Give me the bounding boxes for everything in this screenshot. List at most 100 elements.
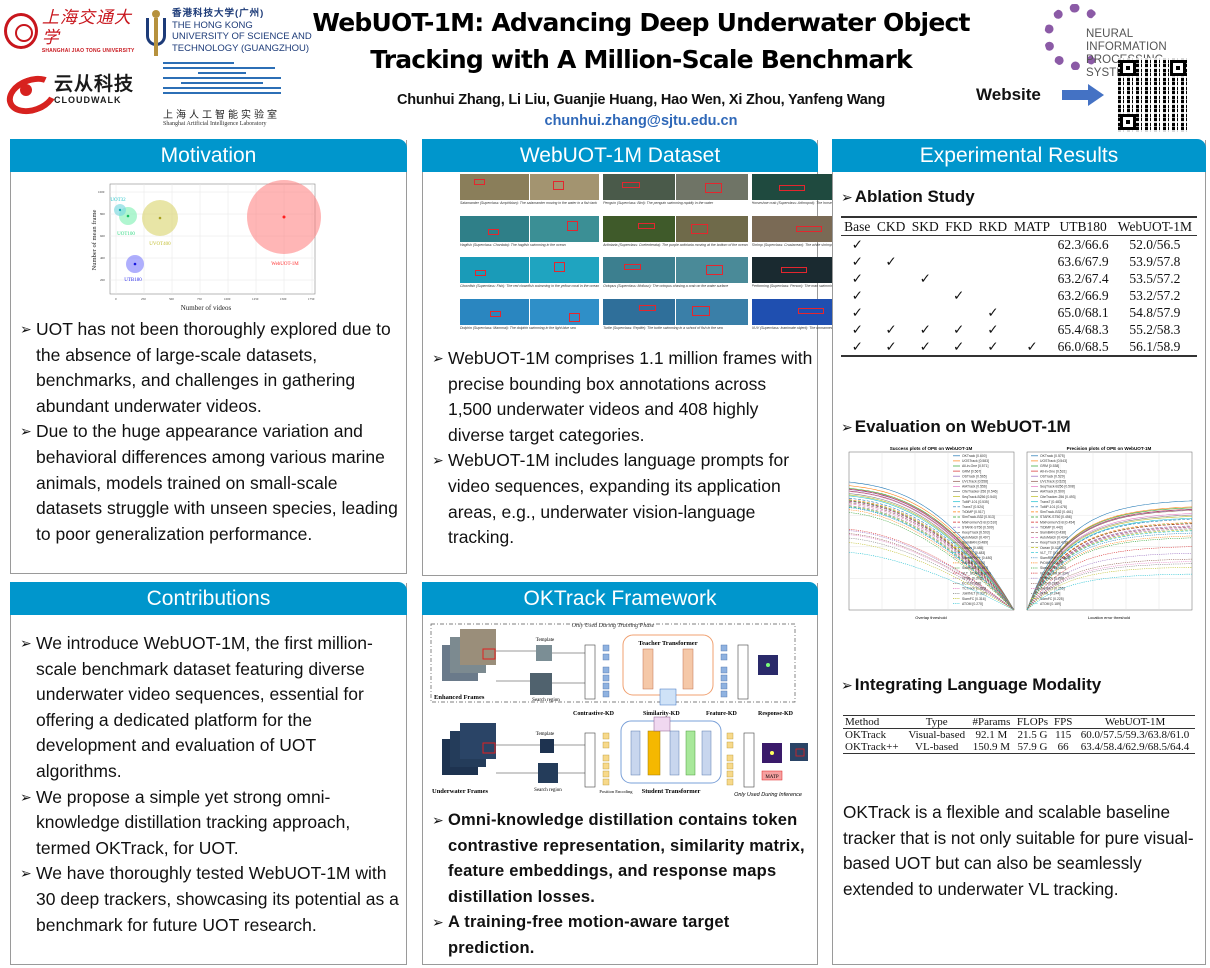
- dataset-frame-image: [603, 257, 675, 283]
- svg-text:250: 250: [141, 297, 146, 301]
- dataset-sample: Clownfish (Superclass: Fish): The red cl…: [460, 257, 600, 296]
- dataset-sample-grid: Salamander (Superclass: Amphibian): The …: [460, 174, 915, 337]
- shlab-stripes-icon: [163, 62, 281, 102]
- cloudwalk-logo: 云从科技 CLOUDWALK: [6, 70, 146, 110]
- language-cell: OKTrack++: [845, 741, 899, 753]
- sjtu-seal-icon: [4, 13, 38, 49]
- check-mark-icon: [942, 270, 975, 287]
- plot-legend-entry: AutoMatch [0.434]: [1040, 536, 1068, 540]
- sjtu-name-en: SHANGHAI JIAO TONG UNIVERSITY: [41, 48, 135, 54]
- ablation-heading: Ablation Study: [841, 187, 975, 207]
- plot-legend-entry: JointNLT [0.337]: [962, 592, 987, 596]
- cloudwalk-name-cn: 云从科技: [54, 74, 135, 95]
- plot-legend-entry: GRM [0.567]: [962, 469, 981, 473]
- plot-legend-entry: ToMP-101 [0.478]: [1040, 505, 1067, 509]
- plot-legend-entry: STARK-ST50 [0.509]: [962, 525, 994, 529]
- check-mark-icon: ✓: [919, 339, 931, 354]
- svg-text:1000: 1000: [224, 297, 231, 301]
- svg-text:Position Encoding: Position Encoding: [599, 789, 633, 794]
- dataset-scale-bubble-chart: 1000 800 600 400 200 0 250 500 750 1000 1250 1500…: [91, 180, 321, 312]
- svg-text:Template: Template: [536, 732, 555, 737]
- ablation-row: ✓ ✓ 63.2/66.9 53.2/57.2: [841, 287, 1197, 304]
- svg-text:Feature-KD: Feature-KD: [706, 711, 738, 717]
- plot-legend-entry: GRM [0.538]: [1040, 464, 1059, 468]
- svg-text:400: 400: [100, 256, 105, 260]
- check-mark-icon: ✓: [1026, 339, 1038, 354]
- dataset-frame-image: [460, 257, 530, 283]
- plot-legend-entry: PrDiMP [0.470]: [962, 561, 985, 565]
- dataset-bullet-1: WebUOT-1M comprises 1.1 million frames w…: [432, 346, 814, 448]
- dataset-sample-caption: Shrimp (Superclass: Crustacean): The whi…: [751, 242, 868, 247]
- check-mark-icon: ✓: [987, 339, 999, 354]
- dataset-frame-image: [751, 215, 833, 242]
- plot-title: Success plots of OPE on WebUOT-1M: [890, 446, 973, 451]
- framework-bullets: Omni-knowledge distillation contains tok…: [432, 808, 814, 962]
- language-cell: OKTrack: [845, 729, 887, 741]
- ablation-score: 65.4/68.3: [1057, 322, 1109, 337]
- bubble-chart-ylabel: Number of mean frame: [91, 209, 98, 270]
- shlab-name-en: Shanghai Artificial Intelligence Laborat…: [163, 121, 267, 127]
- dataset-frame-image: [460, 298, 530, 325]
- qr-code-icon[interactable]: [1118, 58, 1188, 132]
- teacher-transformer-label: Teacher Transformer: [638, 640, 697, 647]
- dataset-bullets: WebUOT-1M comprises 1.1 million frames w…: [432, 346, 814, 551]
- plot-legend-entry: SiamFC [0.316]: [962, 597, 986, 601]
- plot-legend-entry: VITAL [0.372]: [962, 576, 982, 580]
- check-mark-icon: [874, 270, 909, 287]
- check-mark-icon: ✓: [851, 305, 863, 320]
- bubble-label-uot100: UOT100: [117, 232, 135, 237]
- ablation-column-header: WebUOT-1M: [1117, 219, 1192, 234]
- ablation-column-header: SKD: [911, 219, 939, 234]
- ablation-score: 63.2/66.9: [1057, 288, 1109, 303]
- plot-legend-entry: SiamRPN++ [0.405]: [1040, 556, 1070, 560]
- dataset-frame-image: [603, 215, 675, 242]
- dataset-bullet-2: WebUOT-1M includes language prompts for …: [432, 448, 814, 550]
- check-mark-icon: [909, 253, 942, 270]
- plot-legend-entry: UVLTrack [0.558]: [962, 480, 988, 484]
- plot-legend-entry: VLT_SCAR [0.378]: [962, 571, 991, 575]
- check-mark-icon: ✓: [851, 288, 863, 303]
- dataset-frame-image: [603, 174, 675, 200]
- check-mark-icon: [942, 236, 975, 254]
- check-mark-icon: ✓: [851, 254, 863, 269]
- dataset-sample: Octopus (Superclass: Mollusc): The octop…: [603, 257, 748, 296]
- contribution-bullet-3: We have thoroughly tested WebUOT-1M with…: [20, 861, 405, 938]
- contribution-bullet-1: We introduce WebUOT-1M, the first millio…: [20, 631, 405, 785]
- plot-legend-entry: SiamRPN++ [0.480]: [962, 556, 992, 560]
- plot-legend-entry: VLT_TT [0.417]: [1040, 551, 1063, 555]
- check-mark-icon: [1010, 253, 1053, 270]
- plot-legend-entry: KeepTrack [0.503]: [962, 531, 990, 535]
- contribution-bullet-2: We propose a simple yet strong omni-know…: [20, 785, 405, 862]
- training-only-label: Only Used During Training Phase: [572, 623, 655, 629]
- plot-legend-entry: ToMP-101 [0.535]: [962, 500, 989, 504]
- ablation-score: 53.5/57.2: [1129, 271, 1181, 286]
- plot-legend-entry: AutoMatch [0.497]: [962, 536, 990, 540]
- contact-email[interactable]: chunhui.zhang@sjtu.edu.cn: [544, 113, 738, 129]
- check-mark-icon: [975, 236, 1010, 254]
- language-cell: 150.9 M: [972, 741, 1011, 753]
- check-mark-icon: ✓: [919, 271, 931, 286]
- check-mark-icon: ✓: [953, 322, 965, 337]
- language-cell: 115: [1055, 729, 1072, 741]
- plot-legend-entry: STARK-ST50 [0.456]: [1040, 515, 1072, 519]
- svg-text:800: 800: [100, 212, 105, 216]
- check-mark-icon: ✓: [885, 339, 897, 354]
- language-cell: VL-based: [915, 741, 959, 753]
- plot-xlabel: Overlap threshold: [915, 615, 947, 620]
- plot-legend-entry: AiATrack [0.500]: [1040, 490, 1065, 494]
- hkust-name-en-2: UNIVERSITY OF SCIENCE AND: [172, 31, 312, 42]
- plot-legend-entry: UVLTrack [0.525]: [1040, 480, 1066, 484]
- ablation-score: 53.9/57.8: [1129, 254, 1181, 269]
- ablation-column-header: Base: [844, 219, 871, 234]
- hkust-name-cn: 香港科技大学(广州): [172, 8, 265, 19]
- motivation-bullets: UOT has not been thoroughly explored due…: [20, 317, 405, 547]
- language-cell: Visual-based: [908, 729, 966, 741]
- plot-title: Precision plots of OPE on WebUOT-1M: [1067, 446, 1152, 451]
- underwater-frames-label: Underwater Frames: [432, 788, 488, 795]
- ablation-row: ✓ ✓ 63.2/67.4 53.5/57.2: [841, 270, 1197, 287]
- svg-text:Response-KD: Response-KD: [758, 711, 794, 717]
- dataset-sample-caption: Octopus (Superclass: Mollusc): The octop…: [603, 284, 729, 288]
- bubble-chart-xlabel: Number of videos: [181, 304, 232, 312]
- check-mark-icon: [1010, 287, 1053, 304]
- plot-legend-entry: SeqTrack-B256 [0.540]: [962, 495, 997, 499]
